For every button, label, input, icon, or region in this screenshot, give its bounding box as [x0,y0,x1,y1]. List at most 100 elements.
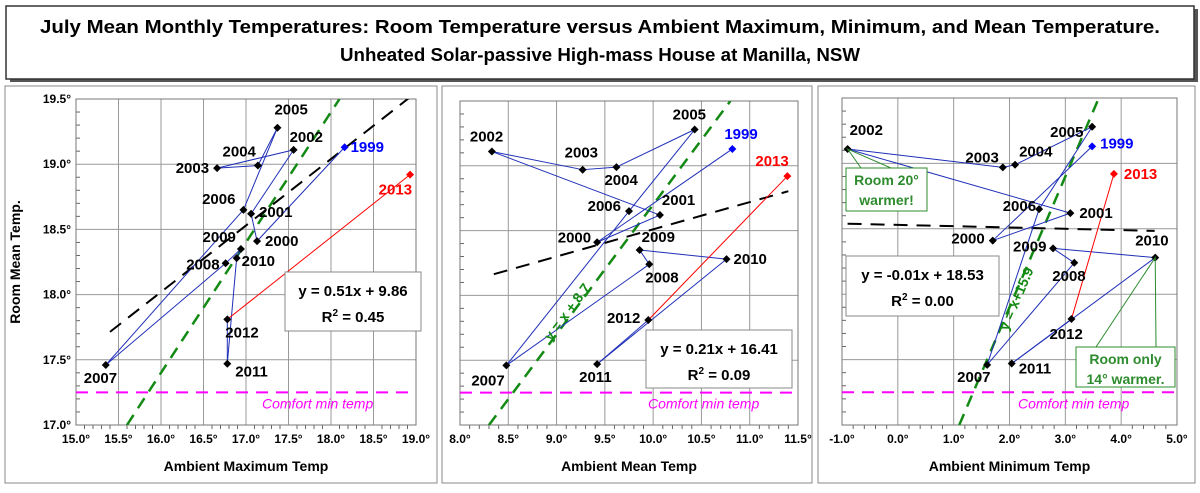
year-label: 2010 [242,253,275,270]
year-connector [596,319,649,365]
year-label: 2003 [565,145,598,162]
annotation-text: Room only [1089,351,1162,367]
year-label: 2001 [1079,205,1112,222]
year-label: 2002 [470,129,503,146]
year-label: 2004 [604,172,638,189]
trendline-equation: y = 0.51x + 9.86 [298,283,407,300]
year-connector [105,262,226,366]
annotation-box [1075,346,1176,388]
annotation-text: warmer! [858,192,913,208]
year-connector [257,127,278,166]
data-point-2007 [101,361,110,370]
comfort-label: Comfort min temp [1018,395,1129,411]
year-label: 2008 [645,269,678,286]
x-tick-label: 8.0° [449,432,471,446]
x-tick-label: -1.0° [829,432,855,446]
year-label: 2006 [588,198,621,215]
annotation-text: 14° warmer. [1087,371,1165,387]
r-squared: R2 = 0.00 [891,292,954,310]
year-label: 2004 [1019,144,1053,161]
r-squared: R2 = 0.09 [688,366,751,384]
year-connector [847,148,1071,214]
trendline-equation-box [845,255,1000,317]
year-connector [1052,248,1075,264]
data-point-2001 [655,211,664,220]
data-point-2006 [1035,205,1044,214]
data-point-1999 [1088,142,1097,151]
x-tick-label: 0.0° [887,432,909,446]
data-point-2012 [1067,315,1076,324]
panel-1: 15.0° 15.5° 16.0° 16.5° 17.0° 17.5° 18.0° 18.5°… [4,85,438,484]
chart-title-line1: July Mean Monthly Temperatures: Room Tem… [40,17,1160,37]
data-point-2000 [593,238,602,247]
year-label: 1999 [1100,135,1133,152]
plot-area [841,97,1178,426]
y-axis-label: Room Mean Temp. [7,200,23,323]
year-connector [1070,173,1115,320]
data-point-2005 [1088,122,1097,131]
year-label: 2006 [1003,198,1036,215]
trendline [109,99,410,333]
year-connector [242,127,278,211]
x-axis-label: Ambient Maximum Temp [164,458,329,474]
year-label: 2001 [662,192,695,209]
year-label: 1999 [351,139,384,156]
comfort-label: Comfort min temp [648,396,759,412]
plot-area [75,98,417,426]
year-label: 2006 [202,191,235,208]
year-label: 2002 [850,122,883,139]
data-point-2008 [1070,258,1079,267]
r-squared-label: R [891,293,902,310]
data-point-2013 [1109,169,1118,178]
year-label: 2003 [176,160,209,177]
year-label: 2005 [274,102,307,119]
trendline-equation: y = -0.01x + 18.53 [861,267,984,284]
year-label: 2007 [471,372,504,389]
x-tick-label: 15.5° [104,432,132,446]
x-tick-label: 16.0° [147,432,175,446]
x-tick-label: 4.0° [1110,432,1132,446]
data-point-2003 [998,163,1007,172]
year-connector [616,129,695,168]
r-squared-value: = 0.00 [908,293,954,310]
x-tick-label: 11.0° [736,432,764,446]
data-point-2000 [988,236,997,245]
y-tick-label: 17.5° [43,353,71,367]
data-point-2006 [239,205,248,214]
data-point-2002 [487,147,496,156]
plot-lines [76,99,416,425]
year-label: 2013 [379,182,412,199]
identity-line [125,99,341,425]
x-tick-label: 18.5° [359,432,387,446]
x-tick-label: 18.0° [317,432,345,446]
year-label: 2005 [673,107,706,124]
plot-lines [842,98,1177,425]
data-point-2009 [1049,244,1058,253]
x-tick-label: 15.0° [62,432,90,446]
x-tick-label: 1.0° [943,432,965,446]
year-connector [986,209,1040,365]
comfort-label: Comfort min temp [262,395,373,411]
data-point-2004 [253,161,262,170]
trendline [847,222,1155,232]
year-connector [582,166,617,171]
y-tick-label: 18.0° [43,288,71,302]
year-label: 1999 [724,126,757,143]
year-label: 2004 [223,144,257,161]
trendline-equation-box [284,271,422,332]
plot-lines [460,101,798,425]
year-connector [647,175,788,321]
year-connector [986,262,1075,366]
year-connector [596,258,727,365]
data-point-2003 [578,165,587,174]
x-axis-label: Ambient Mean Temp [561,458,697,474]
data-point-2002 [289,145,298,154]
annotation-pointer [846,147,892,169]
year-connector [217,165,258,169]
data-point-2004 [1011,160,1020,169]
data-point-2007 [983,360,992,369]
year-label: 2008 [186,256,219,273]
data-point-2008 [645,260,654,269]
year-connector [256,146,345,242]
